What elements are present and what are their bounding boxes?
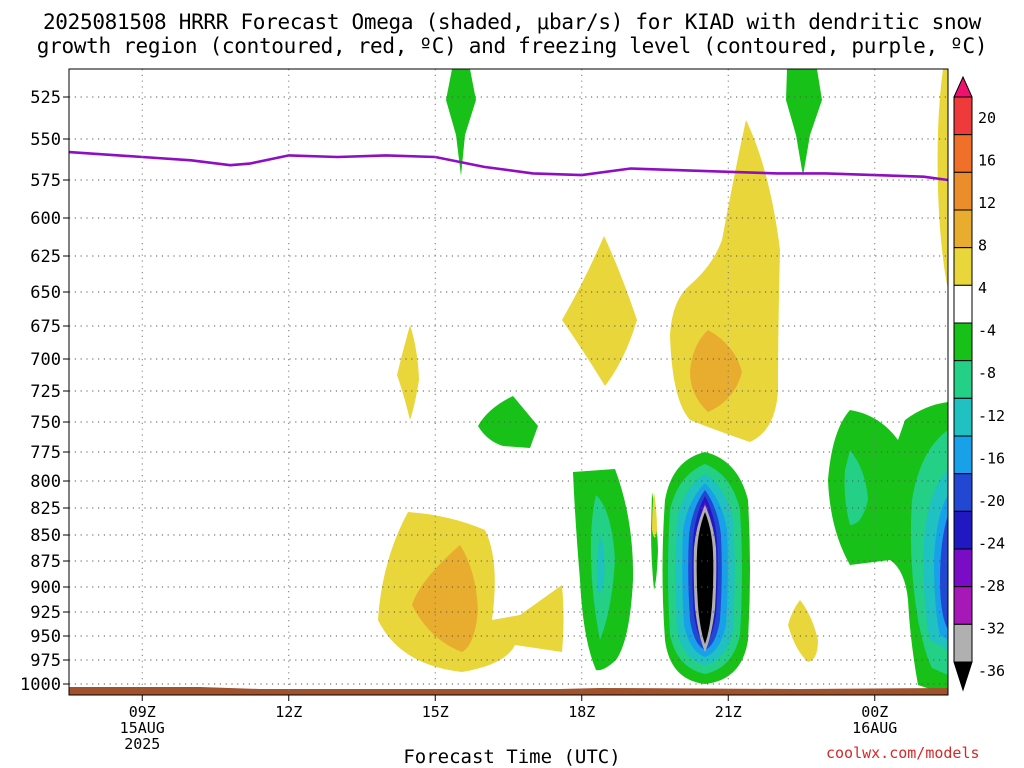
omega-region-tiny-yellow xyxy=(652,492,657,538)
omega-region-small-low-yellow xyxy=(788,600,818,662)
credit-link[interactable]: coolwx.com/models xyxy=(826,744,980,762)
omega-shaded-field xyxy=(69,69,948,695)
y-tick-label: 750 xyxy=(30,413,61,433)
y-tick-label: 625 xyxy=(30,247,61,267)
y-tick-label: 775 xyxy=(30,443,61,463)
colorbar-bottom-arrow xyxy=(953,661,973,692)
omega-region-right-lobe-blue xyxy=(940,515,948,630)
colorbar-tick-label: 4 xyxy=(978,279,987,297)
omega-region-small-yellow xyxy=(397,325,419,420)
colorbar-segment xyxy=(953,209,973,249)
y-tick-label: 725 xyxy=(30,382,61,402)
colorbar-segment xyxy=(953,360,973,399)
y-tick-label: 575 xyxy=(30,171,61,191)
y-tick-label: 875 xyxy=(30,552,61,572)
colorbar-segment xyxy=(953,586,973,625)
y-tick-label: 550 xyxy=(30,130,61,150)
omega-region-tall-orange xyxy=(690,330,742,412)
y-tick-label: 900 xyxy=(30,578,61,598)
x-tick-label: 09Z xyxy=(129,703,156,721)
surface-strip xyxy=(69,687,948,695)
colorbar-tick-label: -32 xyxy=(978,619,1005,637)
y-tick-label: 975 xyxy=(30,651,61,671)
y-tick-label: 650 xyxy=(30,283,61,303)
omega-region-mid-small xyxy=(478,396,538,448)
chart-title-line-1: 2025081508 HRRR Forecast Omega (shaded, … xyxy=(42,10,982,34)
colorbar-segment xyxy=(953,510,973,550)
colorbar-tick-label: 8 xyxy=(978,237,987,255)
colorbar-segment xyxy=(953,134,973,173)
y-tick-label: 675 xyxy=(30,317,61,337)
omega-region-right-lobe-inner-a xyxy=(844,450,868,525)
x-tick-label: 15AUG xyxy=(120,719,165,737)
colorbar-top-arrow xyxy=(953,75,973,98)
y-axis: 525 550 575 600 625 650 675 700 725 750 775 800 825 8… xyxy=(20,88,69,695)
omega-region-mid-yellow xyxy=(562,236,637,386)
colorbar-tick-label: 20 xyxy=(978,109,996,127)
y-tick-label: 850 xyxy=(30,526,61,546)
colorbar-segment xyxy=(953,435,973,475)
colorbar-tick-label: -16 xyxy=(978,449,1005,467)
x-tick-label: 21Z xyxy=(715,703,742,721)
colorbar-segment xyxy=(953,247,973,286)
omega-core-black xyxy=(696,512,714,644)
colorbar-tick-label: -8 xyxy=(978,364,996,382)
y-tick-label: 950 xyxy=(30,627,61,647)
freezing-level-line xyxy=(69,150,948,182)
y-tick-label: 825 xyxy=(30,499,61,519)
colorbar-tick-label: -4 xyxy=(978,322,996,340)
omega-region-low-orange xyxy=(412,545,478,652)
x-axis-title: Forecast Time (UTC) xyxy=(403,746,621,768)
y-tick-label: 525 xyxy=(30,88,61,108)
colorbar: 20 16 12 8 4 -4 -8 -12 -16 -20 -24 -28 -32 -36 xyxy=(953,75,1005,692)
y-tick-label: 600 xyxy=(30,209,61,229)
x-tick-label: 2025 xyxy=(124,735,160,753)
colorbar-tick-label: -24 xyxy=(978,534,1005,552)
y-tick-label: 1000 xyxy=(20,675,61,695)
colorbar-tick-label: -20 xyxy=(978,492,1005,510)
y-tick-label: 925 xyxy=(30,603,61,623)
colorbar-segment xyxy=(953,322,973,362)
x-tick-label: 18Z xyxy=(568,703,595,721)
colorbar-segment xyxy=(953,171,973,211)
colorbar-tick-label: -28 xyxy=(978,577,1005,595)
x-tick-label: 12Z xyxy=(275,703,302,721)
y-tick-label: 700 xyxy=(30,350,61,370)
colorbar-segment xyxy=(953,397,973,437)
omega-region-upper-right xyxy=(786,69,822,176)
colorbar-tick-label: -12 xyxy=(978,407,1005,425)
colorbar-segment xyxy=(953,284,973,324)
colorbar-segment xyxy=(953,548,973,588)
omega-region-upper-left xyxy=(446,69,476,176)
y-tick-label: 800 xyxy=(30,472,61,492)
colorbar-tick-label: -36 xyxy=(978,662,1005,680)
chart-title-line-2: growth region (contoured, red, ºC) and f… xyxy=(36,34,988,58)
x-tick-label: 00Z xyxy=(861,703,888,721)
x-tick-label: 15Z xyxy=(422,703,449,721)
colorbar-segment xyxy=(953,473,973,512)
colorbar-tick-label: 16 xyxy=(978,152,996,170)
x-tick-label: 16AUG xyxy=(852,719,897,737)
plot-frame xyxy=(68,68,949,696)
colorbar-tick-label: 12 xyxy=(978,194,996,212)
grid-lines xyxy=(69,69,948,695)
omega-region-left-column-core xyxy=(597,535,605,594)
colorbar-segment xyxy=(953,96,973,136)
colorbar-segment xyxy=(953,623,973,663)
